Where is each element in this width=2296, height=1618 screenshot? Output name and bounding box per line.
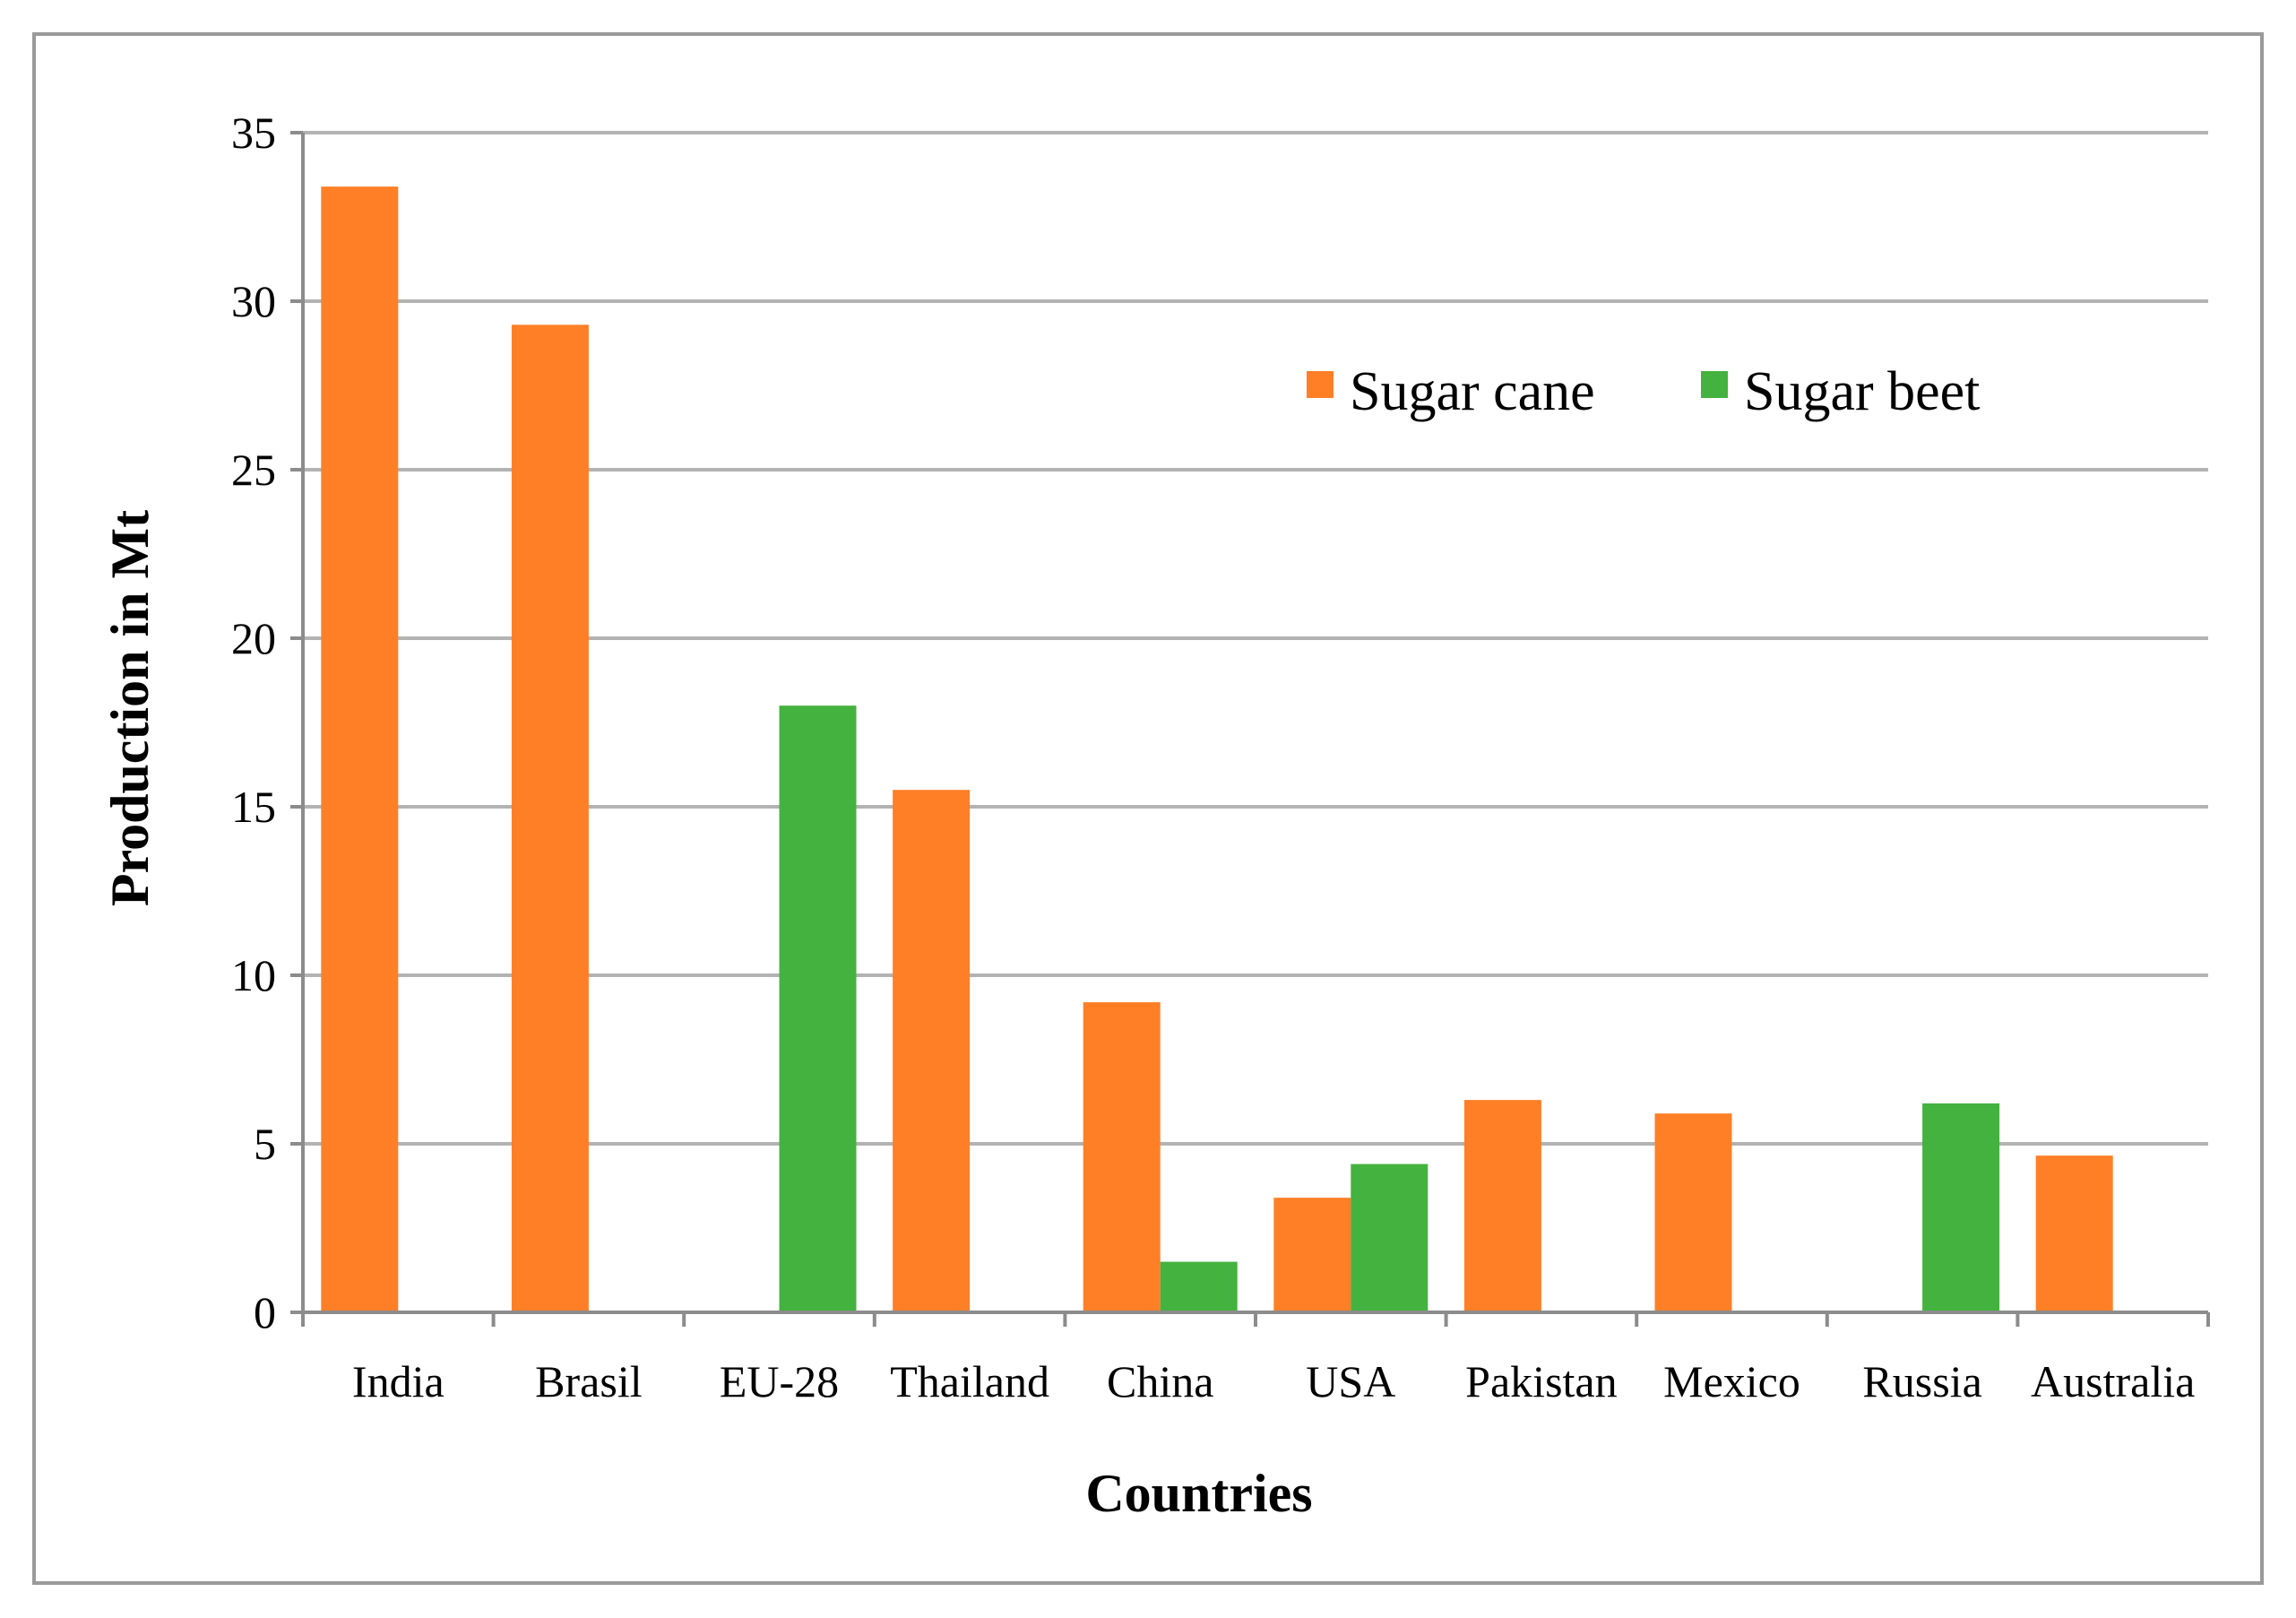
x-tick-label: Australia (2031, 1356, 2195, 1406)
x-tick-label: India (352, 1356, 445, 1406)
legend: Sugar cane Sugar beet (1307, 361, 1980, 422)
gridlines (303, 131, 2208, 1146)
legend-label-sugar-cane: Sugar cane (1350, 361, 1595, 422)
bar-sugar-cane-china (1083, 1002, 1161, 1312)
y-tick-label: 15 (231, 782, 276, 832)
y-tick-label: 20 (231, 613, 276, 663)
x-tick-label: Russia (1862, 1356, 1981, 1406)
bar-sugar-beet-russia (1922, 1103, 2000, 1312)
bar-sugar-cane-mexico (1654, 1113, 1732, 1312)
bar-sugar-cane-australia (2035, 1155, 2113, 1312)
y-tick-label: 30 (231, 276, 276, 326)
bars (321, 186, 2113, 1312)
y-tick-label: 10 (231, 950, 276, 1000)
y-tick-label: 5 (254, 1119, 276, 1169)
x-tick-label: EU-28 (720, 1356, 839, 1406)
tick-labels: 0 5 10 15 20 25 30 35 India Brasil EU-28 Thailand Ch… (231, 108, 2195, 1406)
bar-sugar-cane-pakistan (1463, 1100, 1541, 1312)
x-tick-label: Pakistan (1465, 1356, 1617, 1406)
bar-sugar-beet-usa (1351, 1164, 1429, 1312)
bar-sugar-beet-china (1160, 1261, 1238, 1312)
x-tick-label: China (1107, 1356, 1213, 1406)
axes (290, 131, 2210, 1327)
x-tick-label: USA (1306, 1356, 1395, 1406)
y-axis-title: Production in Mt (100, 510, 160, 906)
y-tick-label: 25 (231, 445, 276, 495)
bar-sugar-cane-brasil (511, 324, 589, 1312)
x-axis-title: Countries (1085, 1464, 1312, 1523)
legend-label-sugar-beet: Sugar beet (1744, 361, 1980, 422)
y-tick-label: 35 (231, 108, 276, 158)
x-tick-label: Mexico (1663, 1356, 1800, 1406)
bar-sugar-beet-eu-28 (779, 705, 857, 1312)
legend-swatch-sugar-beet (1701, 371, 1728, 398)
y-tick-label: 0 (254, 1287, 276, 1337)
x-tick-label: Brasil (535, 1356, 642, 1406)
bar-sugar-cane-usa (1273, 1198, 1351, 1312)
bar-sugar-cane-india (321, 186, 399, 1312)
bar-sugar-cane-thailand (893, 790, 971, 1312)
legend-swatch-sugar-cane (1307, 371, 1334, 398)
x-tick-label: Thailand (890, 1356, 1049, 1406)
